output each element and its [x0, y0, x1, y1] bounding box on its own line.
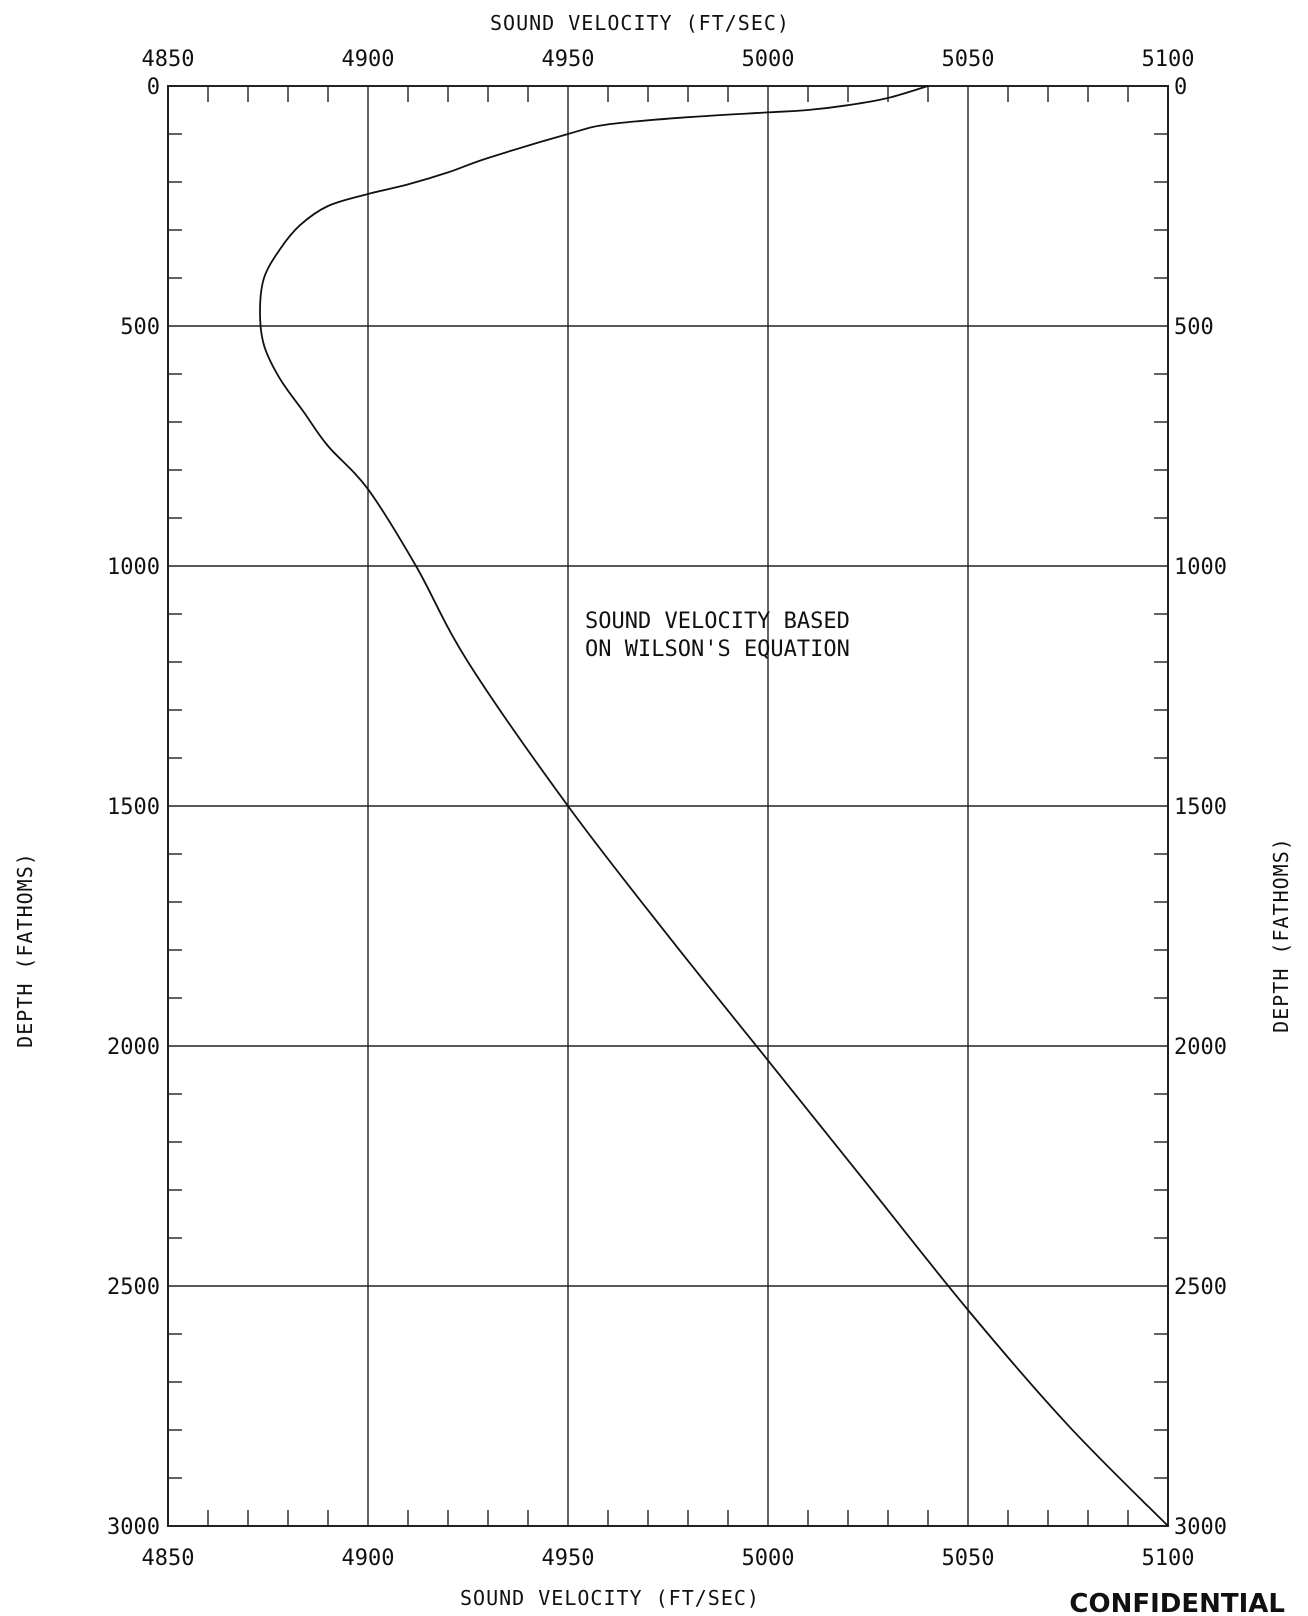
y-tick-label-left-500: 500: [120, 315, 160, 340]
y-tick-label-left-0: 0: [147, 75, 160, 100]
x-tick-label-bottom-5100: 5100: [1142, 1546, 1195, 1571]
y-tick-label-left-2500: 2500: [107, 1275, 160, 1300]
x-tick-label-top-4950: 4950: [542, 47, 595, 72]
annotation-line-2: ON WILSON'S EQUATION: [585, 637, 850, 662]
confidential-stamp: CONFIDENTIAL: [1069, 1589, 1285, 1616]
bottom-x-axis-title: SOUND VELOCITY (FT/SEC): [460, 1586, 760, 1610]
x-tick-label-bottom-5050: 5050: [942, 1546, 995, 1571]
x-tick-label-bottom-5000: 5000: [742, 1546, 795, 1571]
left-y-axis-title: DEPTH (FATHOMS): [13, 852, 37, 1048]
y-tick-label-left-1000: 1000: [107, 555, 160, 580]
y-tick-label-right-1000: 1000: [1174, 555, 1227, 580]
y-tick-label-right-500: 500: [1174, 315, 1214, 340]
x-tick-label-top-4850: 4850: [142, 47, 195, 72]
annotation-line-1: SOUND VELOCITY BASED: [585, 609, 850, 634]
y-tick-label-left-2000: 2000: [107, 1035, 160, 1060]
x-tick-label-bottom-4950: 4950: [542, 1546, 595, 1571]
tick-labels: 4850485049004900495049505000500050505050…: [107, 47, 1227, 1571]
y-tick-label-right-3000: 3000: [1174, 1515, 1227, 1540]
grid-lines: [168, 86, 1168, 1526]
x-tick-label-top-5100: 5100: [1142, 47, 1195, 72]
y-tick-label-right-2000: 2000: [1174, 1035, 1227, 1060]
x-tick-label-bottom-4850: 4850: [142, 1546, 195, 1571]
sound-velocity-profile-line: [259, 85, 1169, 1527]
plot-frame: [167, 85, 1169, 1527]
y-tick-label-right-1500: 1500: [1174, 795, 1227, 820]
x-tick-label-top-5000: 5000: [742, 47, 795, 72]
x-tick-label-top-4900: 4900: [342, 47, 395, 72]
y-tick-label-left-3000: 3000: [107, 1515, 160, 1540]
x-tick-label-bottom-4900: 4900: [342, 1546, 395, 1571]
y-tick-label-left-1500: 1500: [107, 795, 160, 820]
right-y-axis-title: DEPTH (FATHOMS): [1269, 837, 1293, 1033]
top-x-axis-title: SOUND VELOCITY (FT/SEC): [490, 11, 790, 35]
tick-marks: [168, 86, 1168, 1526]
y-tick-label-right-0: 0: [1174, 75, 1187, 100]
x-tick-label-top-5050: 5050: [942, 47, 995, 72]
y-tick-label-right-2500: 2500: [1174, 1275, 1227, 1300]
